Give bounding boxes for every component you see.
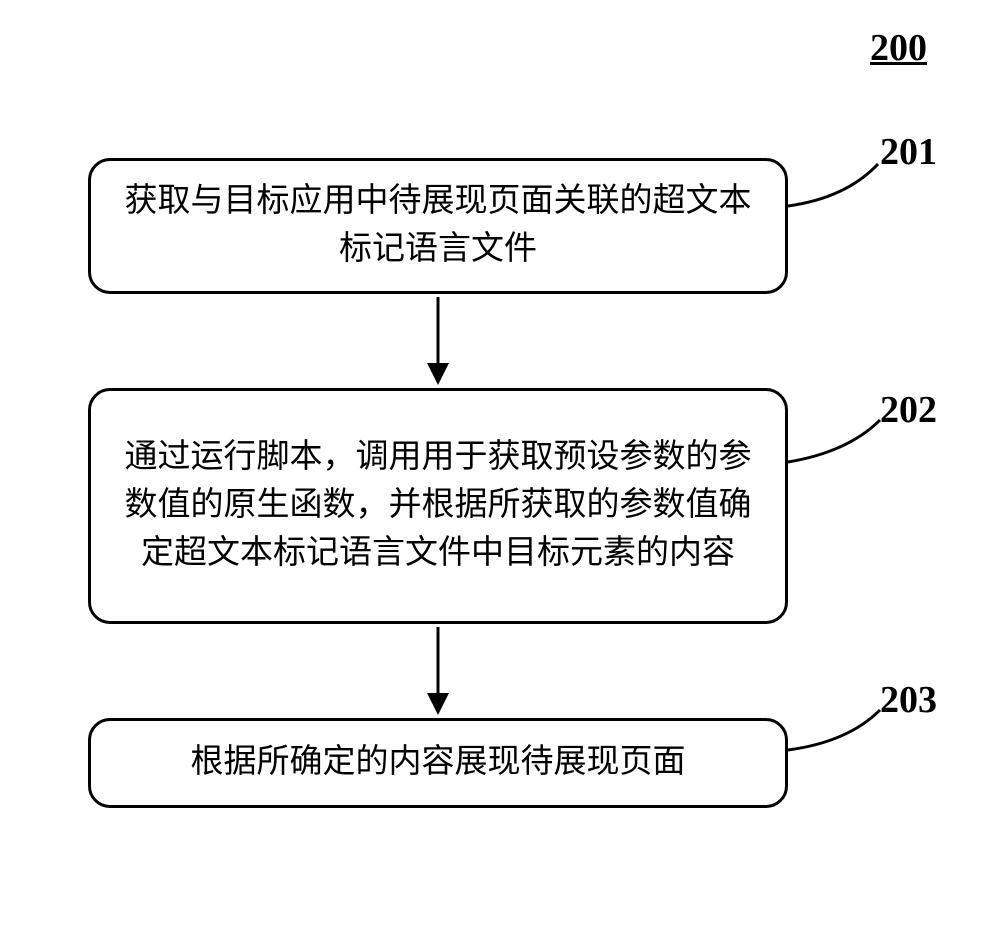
arrow-202-to-203 — [0, 0, 1000, 950]
flowchart-canvas: 200 获取与目标应用中待展现页面关联的超文本标记语言文件 201 通过运行脚本… — [0, 0, 1000, 950]
